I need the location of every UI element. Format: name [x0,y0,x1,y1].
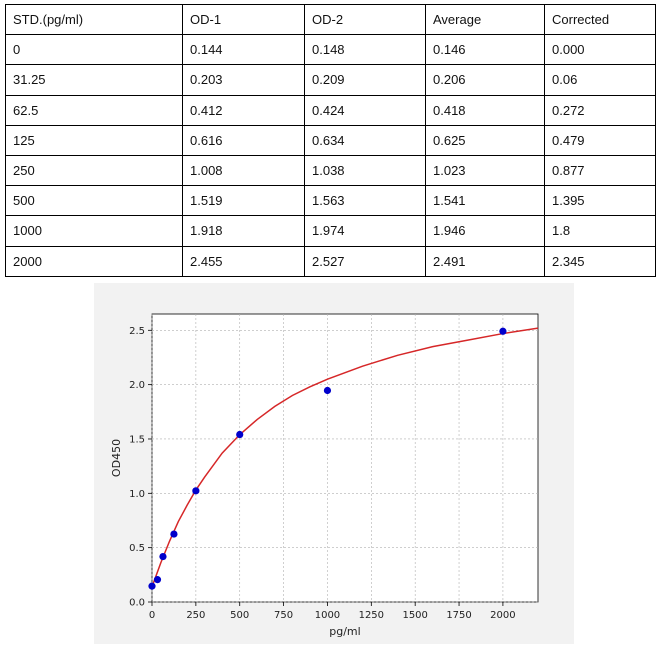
x-axis-label: pg/ml [329,625,360,638]
y-tick-label: 0.0 [129,598,145,609]
table-cell: 2000 [5,245,183,277]
table-cell: 0.144 [182,34,305,66]
table-cell: 1.918 [182,215,305,247]
y-tick-label: 1.5 [129,434,145,445]
data-point [170,530,178,538]
table-cell: 62.5 [5,94,183,126]
standard-curve-chart: 0 250 500 750 1000 1250 1500 1750 2000 0.0 0.5 1.0 1… [110,313,539,638]
table-cell: 0.424 [304,94,426,126]
standard-curve-table: STD.(pg/ml) OD-1 OD-2 Average Corrected 0 0.14… [5,3,656,277]
table-row: 2000 2.455 2.527 2.491 2.345 [5,245,656,277]
data-point [159,552,167,561]
data-point [153,576,162,584]
table-cell: 2.491 [425,245,545,277]
table-row: 1000 1.918 1.974 1.946 1.8 [5,215,656,247]
table-cell: 125 [5,124,183,156]
table-row: 31.25 0.203 0.209 0.206 0.06 [5,64,656,96]
table-header-cell: Corrected [544,3,656,36]
table-row: 0 0.144 0.148 0.146 0.000 [5,34,656,66]
table-cell: 250 [5,154,183,187]
table-header-cell: Average [425,3,545,36]
data-point [323,386,332,395]
x-tick-label: 1750 [446,610,471,621]
x-tick-label: 1250 [359,610,384,621]
y-tick-label: 2.5 [129,326,145,337]
table-cell: 1.519 [182,185,305,217]
table-cell: 0.272 [544,94,656,126]
y-axis-label: OD450 [110,439,123,477]
data-point [192,487,200,495]
table-cell: 0.877 [544,154,656,187]
table-cell: 0.418 [425,94,545,126]
table-cell: 0.206 [425,64,545,96]
x-tick-label: 250 [186,610,205,621]
table-cell: 1.395 [544,185,656,217]
table-cell: 1.946 [425,215,545,247]
table-cell: 1.008 [182,154,305,187]
x-tick-label: 2000 [490,610,515,621]
data-point [148,582,156,590]
table-cell: 2.527 [304,245,426,277]
table-header-cell: OD-1 [182,3,305,36]
table-cell: 0.148 [304,34,426,66]
table-cell: 0.06 [544,64,656,96]
x-tick-label: 1500 [402,610,427,621]
fit-curve [151,327,539,588]
y-tick-label: 0.5 [129,543,145,554]
x-tick-label: 750 [274,610,293,621]
table-row: 62.5 0.412 0.424 0.418 0.272 [5,94,656,126]
chart-panel: 0 250 500 750 1000 1250 1500 1750 2000 0.0 0.5 1.0 1… [94,283,574,644]
data-point [236,430,244,439]
x-tick-label: 500 [230,610,249,621]
y-tick-label: 2.0 [129,380,145,391]
table-cell: 1.974 [304,215,426,247]
table-cell: 0.412 [182,94,305,126]
table-cell: 1.038 [304,154,426,187]
table-row: 125 0.616 0.634 0.625 0.479 [5,124,656,156]
table-row: 500 1.519 1.563 1.541 1.395 [5,185,656,217]
table-row: 250 1.008 1.038 1.023 0.877 [5,154,656,187]
table-cell: 2.455 [182,245,305,277]
table-cell: 500 [5,185,183,217]
plot-area [151,313,539,603]
data-point [499,327,507,335]
table-cell: 1.8 [544,215,656,247]
table-cell: 31.25 [5,64,183,96]
table-cell: 1.563 [304,185,426,217]
table-cell: 2.345 [544,245,656,277]
x-tick-label: 0 [149,610,155,621]
table-cell: 0.203 [182,64,305,96]
table-cell: 1.023 [425,154,545,187]
table-cell: 0 [5,34,183,66]
table-cell: 0.479 [544,124,656,156]
x-tick-label: 1000 [315,610,340,621]
table-header-row: STD.(pg/ml) OD-1 OD-2 Average Corrected [5,3,656,36]
table-cell: 0.209 [304,64,426,96]
y-tick-label: 1.0 [129,489,145,500]
table-cell: 1000 [5,215,183,247]
table-cell: 0.634 [304,124,426,156]
table-cell: 1.541 [425,185,545,217]
table-cell: 0.000 [544,34,656,66]
table-header-cell: OD-2 [304,3,426,36]
table-cell: 0.625 [425,124,545,156]
table-header-cell: STD.(pg/ml) [5,3,183,36]
table-cell: 0.146 [425,34,545,66]
table-cell: 0.616 [182,124,305,156]
